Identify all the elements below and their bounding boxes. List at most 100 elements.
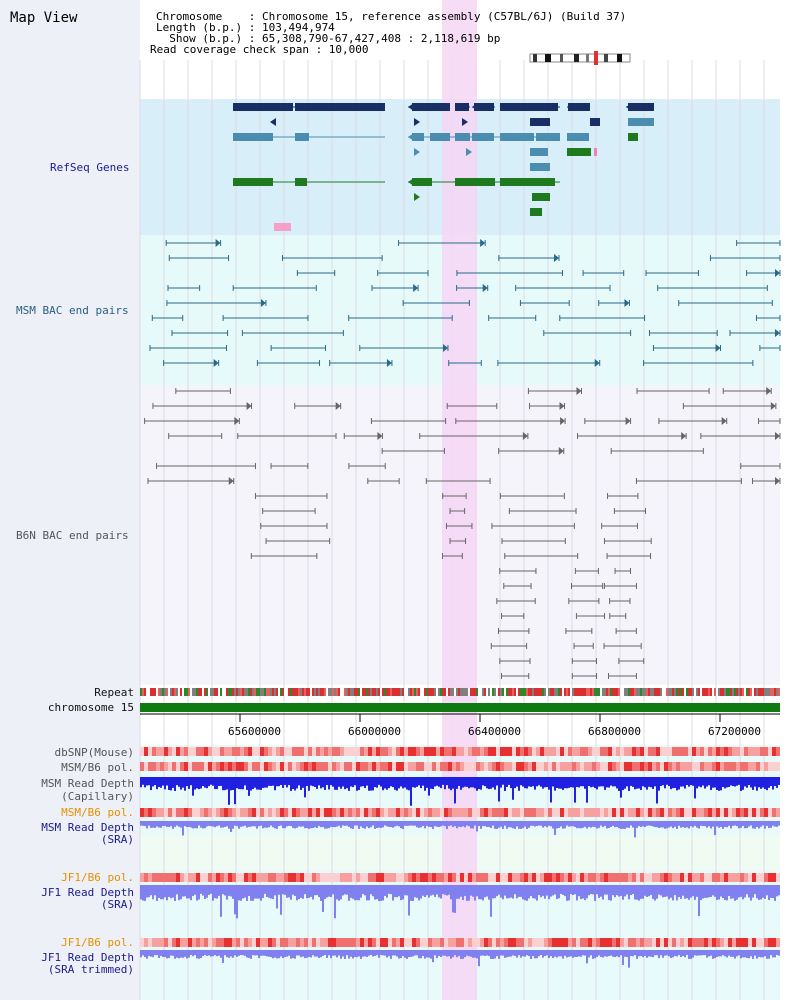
read-depth-bar xyxy=(694,821,696,826)
dbsnp-strip xyxy=(164,747,168,756)
msm-pol-strip xyxy=(476,808,480,817)
track-label-refseq[interactable]: RefSeq Genes xyxy=(50,161,130,174)
read-depth-bar xyxy=(670,950,672,958)
read-depth-bar xyxy=(652,885,654,899)
read-depth-bar xyxy=(184,821,186,827)
jf1-pol-strip xyxy=(588,938,592,947)
msm-pol-strip xyxy=(172,808,176,817)
jf1-pol-strip xyxy=(748,938,752,947)
read-depth-bar xyxy=(354,950,356,957)
track-label-msm-pol-2[interactable]: MSM/B6 pol. xyxy=(61,806,134,819)
read-depth-bar xyxy=(692,950,694,958)
msm-pol-strip xyxy=(436,762,440,771)
dbsnp-strip xyxy=(296,747,300,756)
read-depth-bar xyxy=(694,885,696,900)
read-depth-bar xyxy=(292,821,294,828)
read-depth-bar xyxy=(160,885,162,900)
read-depth-bar xyxy=(196,821,198,829)
read-depth-bar xyxy=(598,777,600,787)
msm-pol-strip xyxy=(520,808,524,817)
read-depth-bar xyxy=(690,777,692,786)
read-depth-bar xyxy=(536,950,538,959)
read-depth-bar xyxy=(708,950,710,957)
repeat-segment xyxy=(234,688,236,696)
read-depth-bar xyxy=(606,821,608,829)
track-label-msm-depth-sra[interactable]: MSM Read Depth xyxy=(41,821,134,834)
track-label-msm-depth-capillary[interactable]: MSM Read Depth xyxy=(41,777,134,790)
bac-end-arrow xyxy=(442,344,448,352)
track-label-msm-pol-1[interactable]: MSM/B6 pol. xyxy=(61,761,134,774)
jf1-pol-strip xyxy=(416,873,420,882)
jf1-pol-strip xyxy=(420,938,424,947)
msm-pol-strip xyxy=(620,762,624,771)
read-depth-bar xyxy=(772,950,774,958)
read-depth-bar xyxy=(560,777,562,789)
read-depth-bar xyxy=(558,821,560,828)
read-depth-bar xyxy=(504,777,506,791)
msm-pol-strip xyxy=(660,808,664,817)
read-depth-bar xyxy=(540,821,542,826)
read-depth-bar xyxy=(590,950,592,956)
repeat-segment xyxy=(522,688,524,696)
repeat-segment xyxy=(334,688,336,696)
read-depth-bar xyxy=(710,777,712,790)
track-label-jf1-pol-2[interactable]: JF1/B6 pol. xyxy=(61,936,134,949)
repeat-segment xyxy=(378,688,380,696)
read-depth-bar xyxy=(158,821,160,828)
msm-pol-strip xyxy=(140,808,144,817)
repeat-segment xyxy=(246,688,248,696)
msm-pol-strip xyxy=(152,808,156,817)
read-depth-bar xyxy=(268,885,270,898)
read-depth-bar xyxy=(536,777,538,787)
axis-tick-label: 67200000 xyxy=(708,725,761,738)
track-label-jf1-depth-sra[interactable]: JF1 Read Depth xyxy=(41,886,134,899)
read-depth-bar xyxy=(574,885,576,895)
read-depth-bar xyxy=(146,821,148,829)
track-label-dbsnp[interactable]: dbSNP(Mouse) xyxy=(54,746,134,759)
read-depth-bar xyxy=(700,821,702,826)
read-depth-bar xyxy=(616,777,618,789)
read-depth-bar xyxy=(352,821,354,829)
read-depth-bar xyxy=(618,821,620,829)
msm-pol-strip xyxy=(724,808,728,817)
msm-pol-strip xyxy=(592,762,596,771)
track-label-jf1-depth-trimmed[interactable]: JF1 Read Depth xyxy=(41,951,134,964)
repeat-segment xyxy=(532,688,534,696)
read-depth-bar xyxy=(432,777,434,790)
read-depth-bar xyxy=(458,950,460,956)
read-depth-bar xyxy=(696,885,698,897)
repeat-segment xyxy=(614,688,616,696)
read-depth-bar xyxy=(580,885,582,900)
msm-pol-strip xyxy=(744,808,748,817)
track-label-repeat[interactable]: Repeat xyxy=(94,686,134,699)
repeat-segment xyxy=(574,688,576,696)
read-depth-bar xyxy=(222,885,224,895)
read-depth-bar xyxy=(266,885,268,898)
read-depth-bar xyxy=(410,885,412,901)
repeat-segment xyxy=(402,688,404,696)
read-depth-bar xyxy=(192,821,194,829)
repeat-segment xyxy=(206,688,208,696)
read-depth-bar xyxy=(436,950,438,959)
read-depth-bar xyxy=(760,950,762,958)
repeat-segment xyxy=(680,688,682,696)
read-depth-bar xyxy=(672,950,674,958)
read-depth-bar xyxy=(378,777,380,785)
track-label-chromosome[interactable]: chromosome 15 xyxy=(47,701,134,714)
read-depth-bar xyxy=(204,885,206,899)
dbsnp-strip xyxy=(464,747,468,756)
read-depth-bar xyxy=(242,821,244,827)
repeat-segment xyxy=(620,688,622,696)
jf1-pol-strip xyxy=(336,873,340,882)
jf1-pol-strip xyxy=(588,873,592,882)
jf1-pol-strip xyxy=(248,873,252,882)
track-label-jf1-pol-1[interactable]: JF1/B6 pol. xyxy=(61,871,134,884)
read-depth-bar xyxy=(386,885,388,898)
read-depth-bar xyxy=(398,885,400,897)
track-label-msm-bac[interactable]: MSM BAC end pairs xyxy=(16,304,129,317)
jf1-pol-strip xyxy=(428,873,432,882)
msm-pol-strip xyxy=(496,762,500,771)
track-label-b6n-bac[interactable]: B6N BAC end pairs xyxy=(16,529,129,542)
read-depth-bar xyxy=(286,777,288,788)
